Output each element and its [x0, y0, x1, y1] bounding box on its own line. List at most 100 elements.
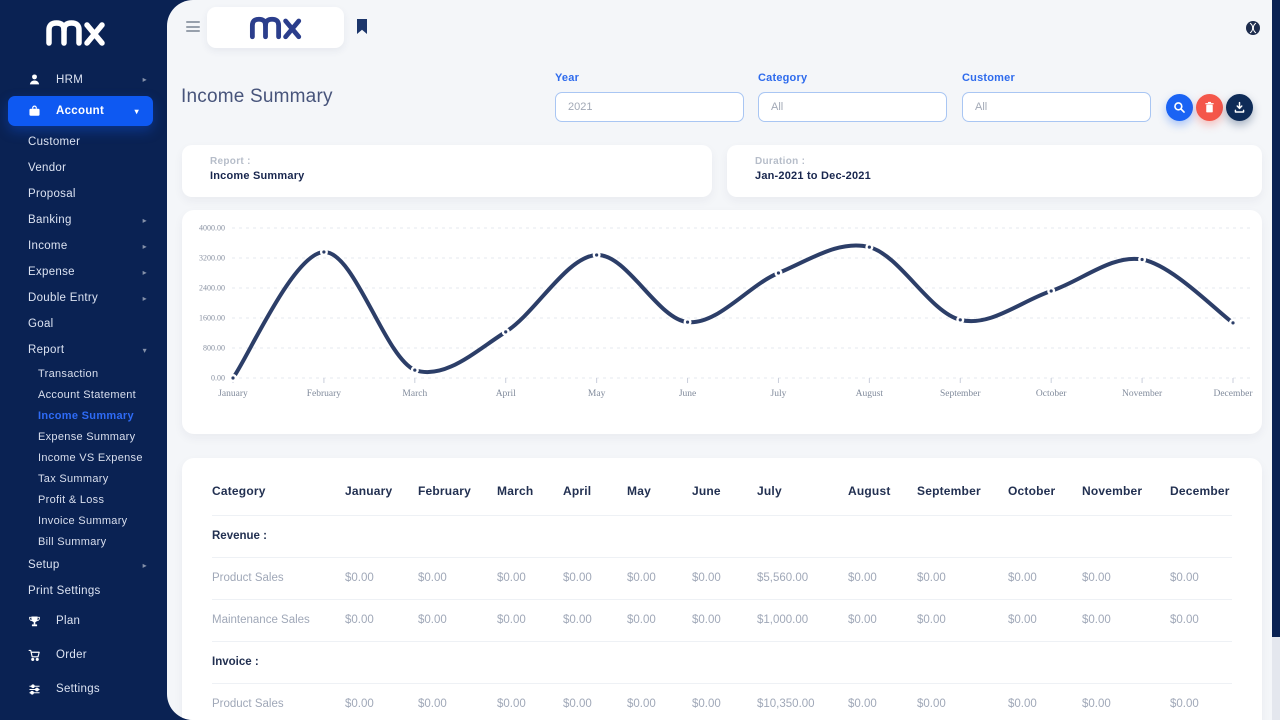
- sidebar-item-invoice-summary[interactable]: Invoice Summary: [0, 510, 167, 531]
- sidebar-item-setup[interactable]: Setup ▸: [0, 552, 167, 578]
- svg-text:July: July: [771, 389, 787, 399]
- download-button[interactable]: [1226, 94, 1253, 121]
- svg-text:4000.00: 4000.00: [199, 224, 225, 233]
- year-input[interactable]: [555, 92, 744, 122]
- sidebar-item-tax-summary[interactable]: Tax Summary: [0, 468, 167, 489]
- cart-icon: [28, 649, 41, 662]
- svg-text:May: May: [588, 389, 606, 399]
- sidebar-item-goal[interactable]: Goal: [0, 311, 167, 337]
- row-cell: [692, 640, 757, 683]
- row-cell: [757, 640, 848, 683]
- table-column-header: October: [1008, 484, 1056, 499]
- header-logo-card[interactable]: [207, 7, 344, 48]
- row-cell: [1082, 514, 1170, 557]
- sidebar-item-income[interactable]: Income ▸: [0, 233, 167, 259]
- sidebar-item-proposal[interactable]: Proposal: [0, 181, 167, 207]
- row-cell: $0.00: [692, 598, 757, 641]
- sidebar-item-order[interactable]: Order: [0, 638, 167, 672]
- sidebar-item-label: HRM: [56, 73, 84, 86]
- table-column-header: May: [627, 484, 651, 499]
- report-info-card: Report : Income Summary: [182, 145, 712, 197]
- table-column-header: Category: [212, 484, 266, 499]
- sidebar-item-expense[interactable]: Expense ▸: [0, 259, 167, 285]
- row-cell: [1170, 640, 1232, 683]
- row-cell: [418, 640, 497, 683]
- row-cell: $0.00: [1008, 682, 1082, 720]
- sidebar-menu: HRM ▸ Account ▾ Customer Vendor Proposal Bankin…: [0, 66, 167, 706]
- row-cell: $0.00: [563, 556, 627, 599]
- table-row-product-sales: Product Sales $0.00 $0.00 $0.00 $0.00 $0.00 $0…: [212, 556, 1232, 599]
- sidebar-item-label: Account Statement: [38, 388, 137, 401]
- sidebar-item-hrm[interactable]: HRM ▸: [0, 66, 167, 93]
- row-cell: $0.00: [497, 682, 563, 720]
- customer-input[interactable]: [962, 92, 1151, 122]
- sidebar-item-label: Account: [56, 105, 105, 117]
- table-column-header: June: [692, 484, 721, 499]
- chevron-right-icon: ▸: [142, 293, 147, 303]
- duration-info-card: Duration : Jan-2021 to Dec-2021: [727, 145, 1262, 197]
- delete-button[interactable]: [1196, 94, 1223, 121]
- scrollbar-track[interactable]: [1272, 637, 1280, 720]
- row-label: Product Sales: [212, 556, 345, 599]
- sidebar-item-profit-loss[interactable]: Profit & Loss: [0, 489, 167, 510]
- sidebar-item-label: Double Entry: [28, 292, 99, 304]
- row-cell: $0.00: [627, 598, 692, 641]
- hamburger-icon[interactable]: [186, 21, 200, 35]
- sidebar-item-expense-summary[interactable]: Expense Summary: [0, 426, 167, 447]
- filter-category-label: Category: [758, 72, 808, 84]
- row-cell: $0.00: [1170, 682, 1232, 720]
- sidebar-item-settings[interactable]: Settings: [0, 672, 167, 706]
- row-cell: [1008, 514, 1082, 557]
- sidebar-item-vendor[interactable]: Vendor: [0, 155, 167, 181]
- bookmark-icon[interactable]: [356, 19, 368, 35]
- row-cell: $0.00: [563, 598, 627, 641]
- sidebar-item-print-settings[interactable]: Print Settings: [0, 578, 167, 604]
- sidebar-item-banking[interactable]: Banking ▸: [0, 207, 167, 233]
- search-button[interactable]: [1166, 94, 1193, 121]
- sidebar-item-customer[interactable]: Customer: [0, 129, 167, 155]
- sidebar-logo: [0, 0, 167, 52]
- sidebar-item-label: Customer: [28, 136, 81, 148]
- sidebar-item-transaction[interactable]: Transaction: [0, 363, 167, 384]
- sidebar-item-account-statement[interactable]: Account Statement: [0, 384, 167, 405]
- sidebar-item-plan[interactable]: Plan: [0, 604, 167, 638]
- sidebar-item-label: Proposal: [28, 188, 76, 200]
- table-header-row: Category January February March April May June…: [212, 468, 1232, 515]
- table-column-header: July: [757, 484, 782, 499]
- sidebar-item-income-summary[interactable]: Income Summary: [0, 405, 167, 426]
- filter-year-label: Year: [555, 72, 580, 84]
- table-column-header: September: [917, 484, 981, 499]
- svg-text:January: January: [218, 389, 248, 399]
- category-input[interactable]: [758, 92, 947, 122]
- report-label: Report :: [210, 156, 251, 167]
- svg-text:November: November: [1122, 389, 1163, 399]
- row-cell: [848, 640, 917, 683]
- sidebar-item-income-vs-expense[interactable]: Income VS Expense: [0, 447, 167, 468]
- trash-icon: [1205, 101, 1214, 113]
- row-cell: [497, 640, 563, 683]
- sidebar-item-double-entry[interactable]: Double Entry ▸: [0, 285, 167, 311]
- row-label: Invoice :: [212, 640, 345, 683]
- sliders-icon: [28, 683, 41, 696]
- chevron-down-icon: ▾: [134, 106, 139, 116]
- page-title: Income Summary: [181, 86, 333, 107]
- sidebar-item-account[interactable]: Account ▾: [8, 96, 153, 126]
- row-cell: $0.00: [692, 556, 757, 599]
- row-cell: $5,560.00: [757, 556, 848, 599]
- search-icon: [1174, 102, 1185, 113]
- table-column-header: November: [1082, 484, 1143, 499]
- sidebar-item-report[interactable]: Report ▾: [0, 337, 167, 363]
- filter-customer: Customer: [962, 72, 1151, 122]
- globe-icon[interactable]: [1245, 20, 1261, 36]
- row-cell: $0.00: [1008, 556, 1082, 599]
- sidebar-item-bill-summary[interactable]: Bill Summary: [0, 531, 167, 552]
- row-cell: [563, 640, 627, 683]
- sidebar-item-label: Order: [56, 649, 87, 661]
- table-column-header: April: [563, 484, 592, 499]
- sidebar-item-label: Setup: [28, 559, 60, 571]
- duration-value: Jan-2021 to Dec-2021: [755, 170, 871, 182]
- row-cell: [917, 514, 1008, 557]
- row-cell: [345, 640, 418, 683]
- table-row-maintenance-sales: Maintenance Sales $0.00 $0.00 $0.00 $0.00 $0.…: [212, 598, 1232, 641]
- main-panel: Income Summary Year Category Customer Re…: [167, 0, 1272, 720]
